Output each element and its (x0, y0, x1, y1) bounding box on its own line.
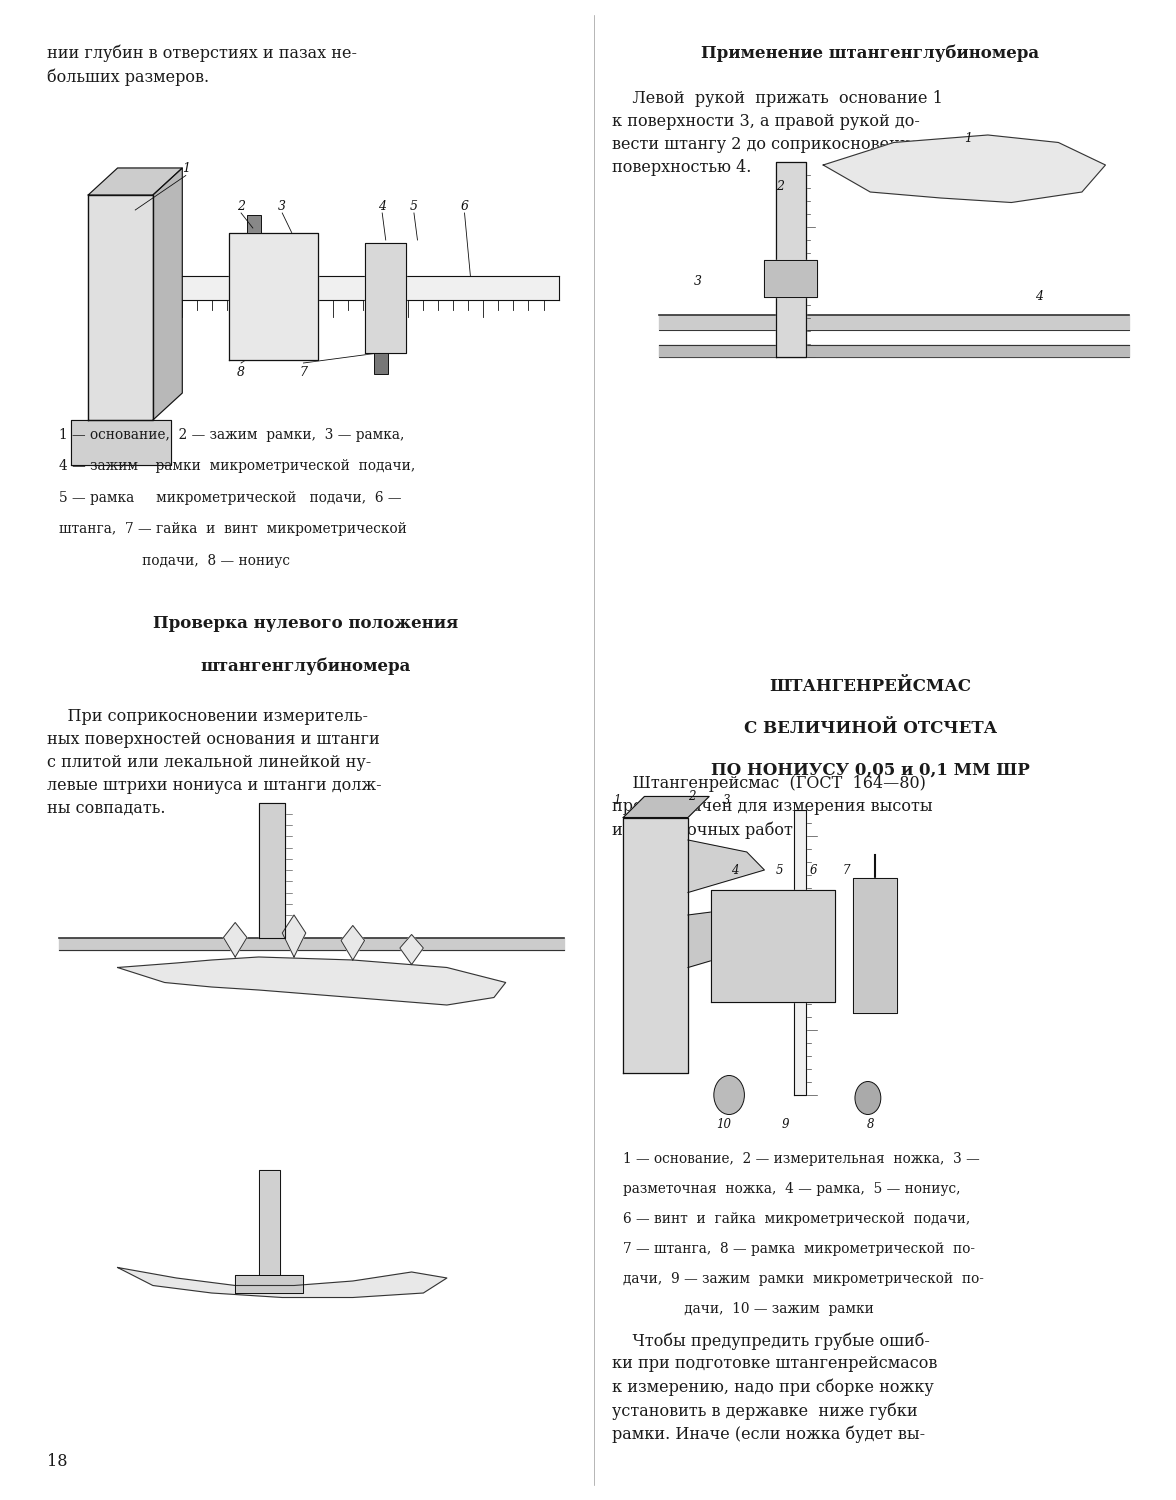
Polygon shape (853, 878, 897, 1013)
Text: 7: 7 (843, 864, 850, 877)
Polygon shape (623, 796, 709, 818)
Text: 9: 9 (782, 1118, 789, 1131)
Polygon shape (235, 1275, 303, 1293)
Polygon shape (118, 1268, 447, 1298)
Text: 7: 7 (300, 366, 307, 380)
Polygon shape (776, 162, 806, 357)
Text: разметочная  ножка,  4 — рамка,  5 — нониус,: разметочная ножка, 4 — рамка, 5 — нониус… (623, 1182, 961, 1196)
Text: 10: 10 (716, 1118, 730, 1131)
Text: 2: 2 (238, 200, 245, 213)
Text: Штангенрейсмас  (ГОСТ  164—80)
предназначен для измерения высоты
и разметочных р: Штангенрейсмас (ГОСТ 164—80) предназначе… (612, 776, 933, 838)
Text: дачи,  10 — зажим  рамки: дачи, 10 — зажим рамки (623, 1302, 874, 1316)
Text: 3: 3 (279, 200, 286, 213)
Text: 6 — винт  и  гайка  микрометрической  подачи,: 6 — винт и гайка микрометрической подачи… (623, 1212, 970, 1225)
Polygon shape (88, 168, 182, 195)
Polygon shape (229, 232, 318, 360)
Text: 2: 2 (688, 789, 695, 802)
Polygon shape (88, 195, 153, 420)
Text: 4: 4 (379, 200, 386, 213)
Polygon shape (623, 818, 688, 1072)
Text: 4 — зажим    рамки  микрометрической  подачи,: 4 — зажим рамки микрометрической подачи, (59, 459, 415, 472)
Text: 1: 1 (614, 794, 621, 807)
Text: 6: 6 (461, 200, 468, 213)
Text: Чтобы предупредить грубые ошиб-
ки при подготовке штангенрейсмасов
к измерению, : Чтобы предупредить грубые ошиб- ки при п… (612, 1332, 937, 1443)
Text: 2: 2 (776, 180, 784, 194)
Text: 18: 18 (47, 1454, 67, 1470)
Circle shape (714, 1076, 744, 1114)
Polygon shape (400, 934, 423, 964)
Polygon shape (282, 915, 306, 957)
Polygon shape (659, 315, 1129, 330)
Bar (247, 214, 261, 232)
Text: Проверка нулевого положения: Проверка нулевого положения (153, 615, 459, 632)
Bar (374, 352, 388, 374)
Text: ШТАНГЕНРЕЙСМАС: ШТАНГЕНРЕЙСМАС (769, 678, 971, 694)
Circle shape (855, 1082, 881, 1114)
Text: 1: 1 (964, 132, 973, 146)
Polygon shape (794, 810, 806, 1095)
Text: 7 — штанга,  8 — рамка  микрометрической  по-: 7 — штанга, 8 — рамка микрометрической п… (623, 1242, 975, 1256)
Text: При соприкосновении измеритель-
ных поверхностей основания и штанги
с плитой или: При соприкосновении измеритель- ных пове… (47, 708, 382, 816)
Text: 8: 8 (867, 1118, 874, 1131)
Text: 3: 3 (723, 794, 730, 807)
Text: С ВЕЛИЧИНОЙ ОТСЧЕТА: С ВЕЛИЧИНОЙ ОТСЧЕТА (743, 720, 997, 736)
Polygon shape (823, 135, 1105, 202)
Text: дачи,  9 — зажим  рамки  микрометрической  по-: дачи, 9 — зажим рамки микрометрической п… (623, 1272, 984, 1286)
Polygon shape (764, 260, 817, 297)
Polygon shape (153, 168, 182, 420)
Text: Применение штангенглубиномера: Применение штангенглубиномера (701, 45, 1040, 63)
Polygon shape (118, 957, 506, 1005)
Polygon shape (688, 908, 764, 968)
Text: 6: 6 (810, 864, 817, 877)
Text: 1: 1 (182, 162, 189, 176)
Polygon shape (259, 1170, 280, 1275)
Text: подачи,  8 — нониус: подачи, 8 — нониус (59, 554, 289, 567)
Text: нии глубин в отверстиях и пазах не-
больших размеров.: нии глубин в отверстиях и пазах не- боль… (47, 45, 358, 86)
Polygon shape (659, 345, 1129, 357)
Text: 8: 8 (238, 366, 245, 380)
Text: штангенглубиномера: штангенглубиномера (201, 657, 410, 675)
Polygon shape (182, 276, 559, 300)
Text: 4: 4 (1035, 290, 1043, 303)
Text: 5: 5 (776, 864, 783, 877)
Polygon shape (365, 243, 406, 352)
Text: 5 — рамка     микрометрической   подачи,  6 —: 5 — рамка микрометрической подачи, 6 — (59, 490, 401, 504)
Text: Левой  рукой  прижать  основание 1
к поверхности 3, а правой рукой до-
вести шта: Левой рукой прижать основание 1 к поверх… (612, 90, 942, 176)
Polygon shape (59, 938, 564, 950)
Text: штанга,  7 — гайка  и  винт  микрометрической: штанга, 7 — гайка и винт микрометрическо… (59, 522, 407, 536)
Text: 1 — основание,  2 — измерительная  ножка,  3 —: 1 — основание, 2 — измерительная ножка, … (623, 1152, 980, 1166)
Text: 1 — основание,  2 — зажим  рамки,  3 — рамка,: 1 — основание, 2 — зажим рамки, 3 — рамк… (59, 427, 405, 441)
Polygon shape (688, 840, 764, 892)
Text: 5: 5 (410, 200, 417, 213)
Text: 3: 3 (694, 274, 702, 288)
Polygon shape (259, 802, 285, 938)
Polygon shape (711, 890, 835, 1002)
Polygon shape (223, 922, 247, 957)
Text: ПО НОНИУСУ 0,05 и 0,1 ММ ШР: ПО НОНИУСУ 0,05 и 0,1 ММ ШР (710, 762, 1030, 778)
Text: 4: 4 (731, 864, 739, 877)
Polygon shape (341, 926, 365, 960)
Polygon shape (71, 420, 171, 465)
